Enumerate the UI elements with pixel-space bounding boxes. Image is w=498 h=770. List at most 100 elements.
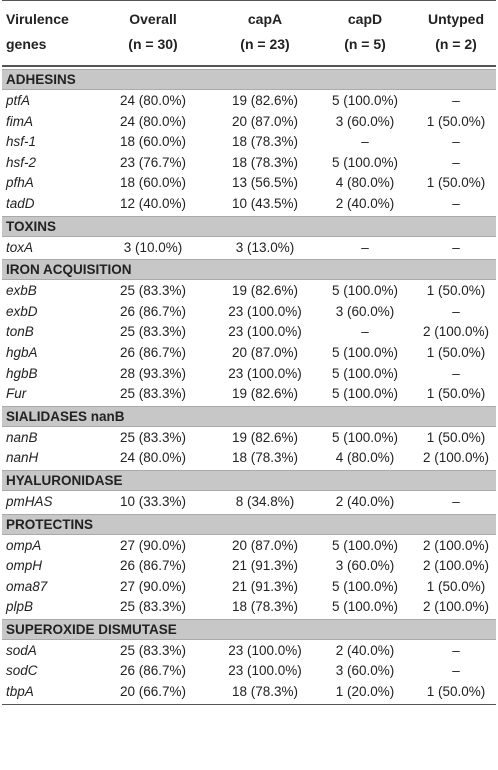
table-row: nanB 25 (83.3%) 19 (82.6%) 5 (100.0%) 1 (50.… xyxy=(2,427,496,448)
untyped-cell: – xyxy=(452,93,460,108)
untyped-cell: 2 (100.0%) xyxy=(422,450,490,466)
capa-cell: 18 (78.3%) xyxy=(231,599,299,615)
capd-cell: 5 (100.0%) xyxy=(331,93,399,108)
table-row: oma87 27 (90.0%) 21 (91.3%) 5 (100.0%) 1 (50… xyxy=(2,576,496,597)
gene-cell: oma87 xyxy=(6,578,48,594)
untyped-cell: – xyxy=(452,642,460,658)
untyped-cell: 2 (100.0%) xyxy=(422,324,490,340)
capd-cell: 5 (100.0%) xyxy=(331,344,399,360)
table-row: plpB 25 (83.3%) 18 (78.3%) 5 (100.0%) 2 (100… xyxy=(2,596,496,617)
capa-cell: 21 (91.3%) xyxy=(231,578,299,594)
gene-cell: ompH xyxy=(6,558,43,574)
gene-cell: plpB xyxy=(6,599,34,615)
section-title: SUPEROXIDE DISMUTASE xyxy=(2,618,496,640)
untyped-cell: – xyxy=(452,303,460,319)
untyped-cell: 1 (50.0%) xyxy=(426,429,486,445)
capa-cell: 18 (78.3%) xyxy=(231,684,299,700)
capd-cell: 5 (100.0%) xyxy=(331,429,399,445)
table-row: hgbB 28 (93.3%) 23 (100.0%) 5 (100.0%) – xyxy=(2,363,496,384)
gene-cell: toxA xyxy=(6,239,34,255)
gene-cell: nanB xyxy=(6,429,38,445)
overall-cell: 25 (83.3%) xyxy=(119,429,187,445)
gene-cell: exbB xyxy=(6,283,37,299)
table-row: nanH 24 (80.0%) 18 (78.3%) 4 (80.0%) 2 (100.… xyxy=(2,447,496,468)
table-row: toxA 3 (10.0%) 3 (13.0%) – – xyxy=(2,237,496,258)
untyped-cell: 2 (100.0%) xyxy=(422,537,490,553)
table-row: exbD 26 (86.7%) 23 (100.0%) 3 (60.0%) – xyxy=(2,301,496,322)
untyped-cell: 2 (100.0%) xyxy=(422,599,490,615)
overall-cell: 26 (86.7%) xyxy=(119,558,187,574)
capd-cell: 5 (100.0%) xyxy=(331,283,399,299)
untyped-cell: 1 (50.0%) xyxy=(426,344,486,360)
capa-cell: 23 (100.0%) xyxy=(228,324,302,340)
capa-cell: 23 (100.0%) xyxy=(228,365,302,381)
untyped-cell: – xyxy=(452,195,460,211)
gene-cell: Fur xyxy=(6,386,27,402)
overall-cell: 23 (76.7%) xyxy=(119,154,187,170)
capd-cell: 3 (60.0%) xyxy=(335,113,395,129)
overall-cell: 25 (83.3%) xyxy=(119,642,187,658)
header-untyped: Untyped (n = 2) xyxy=(428,11,484,52)
gene-cell: fimA xyxy=(6,113,33,129)
capd-cell: 5 (100.0%) xyxy=(331,599,399,615)
table-row: ptfA 24 (80.0%) 19 (82.6%) 5 (100.0%) – xyxy=(2,90,496,111)
untyped-cell: 1 (50.0%) xyxy=(426,684,486,700)
table-row: pmHAS 10 (33.3%) 8 (34.8%) 2 (40.0%) – xyxy=(2,491,496,512)
table-row: fimA 24 (80.0%) 20 (87.0%) 3 (60.0%) 1 (50.0… xyxy=(2,111,496,132)
header-genes: Virulence genes xyxy=(6,11,69,52)
capa-cell: 18 (78.3%) xyxy=(231,154,299,170)
gene-cell: tbpA xyxy=(6,684,34,700)
overall-cell: 25 (83.3%) xyxy=(119,324,187,340)
untyped-cell: 1 (50.0%) xyxy=(426,175,486,191)
capa-cell: 20 (87.0%) xyxy=(231,537,299,553)
capa-cell: 13 (56.5%) xyxy=(231,175,299,191)
overall-cell: 27 (90.0%) xyxy=(119,537,187,553)
capd-cell: 5 (100.0%) xyxy=(331,578,399,594)
capa-cell: 10 (43.5%) xyxy=(231,195,299,211)
gene-cell: sodC xyxy=(6,663,38,679)
capa-cell: 3 (13.0%) xyxy=(235,239,295,255)
table-row: tonB 25 (83.3%) 23 (100.0%) – 2 (100.0%) xyxy=(2,321,496,342)
header-overall: Overall (n = 30) xyxy=(128,11,178,52)
gene-cell: hsf-1 xyxy=(6,134,37,150)
overall-cell: 25 (83.3%) xyxy=(119,386,187,402)
capa-cell: 19 (82.6%) xyxy=(231,429,299,445)
untyped-cell: 1 (50.0%) xyxy=(426,578,486,594)
capd-cell: 5 (100.0%) xyxy=(331,154,399,170)
table-row: tbpA 20 (66.7%) 18 (78.3%) 1 (20.0%) 1 (50.0… xyxy=(2,681,496,702)
section-title: IRON ACQUISITION xyxy=(2,259,496,281)
untyped-cell: 1 (50.0%) xyxy=(426,113,486,129)
table-row: hsf-1 18 (60.0%) 18 (78.3%) – – xyxy=(2,131,496,152)
capa-cell: 20 (87.0%) xyxy=(231,113,299,129)
table-row: tadD 12 (40.0%) 10 (43.5%) 2 (40.0%) – xyxy=(2,193,496,214)
capa-cell: 18 (78.3%) xyxy=(231,134,299,150)
capd-cell: 5 (100.0%) xyxy=(331,365,399,381)
capa-cell: 20 (87.0%) xyxy=(231,344,299,360)
gene-cell: hgbB xyxy=(6,365,38,381)
untyped-cell: – xyxy=(452,154,460,170)
overall-cell: 25 (83.3%) xyxy=(119,599,187,615)
gene-cell: pmHAS xyxy=(6,493,53,509)
capd-cell: 4 (80.0%) xyxy=(335,450,395,466)
capd-cell: 2 (40.0%) xyxy=(335,642,395,658)
table-row: sodA 25 (83.3%) 23 (100.0%) 2 (40.0%) – xyxy=(2,640,496,661)
overall-cell: 26 (86.7%) xyxy=(119,303,187,319)
overall-cell: 24 (80.0%) xyxy=(119,113,187,129)
capd-cell: 1 (20.0%) xyxy=(335,684,395,700)
capd-cell: 3 (60.0%) xyxy=(335,558,395,574)
capa-cell: 23 (100.0%) xyxy=(228,303,302,319)
table-body: ADHESINS ptfA 24 (80.0%) 19 (82.6%) 5 (100.0… xyxy=(2,69,496,702)
overall-cell: 27 (90.0%) xyxy=(119,578,187,594)
capa-cell: 19 (82.6%) xyxy=(231,386,299,402)
overall-cell: 24 (80.0%) xyxy=(119,93,187,108)
untyped-cell: – xyxy=(452,493,460,509)
capd-cell: 2 (40.0%) xyxy=(335,493,395,509)
gene-cell: tonB xyxy=(6,324,34,340)
overall-cell: 3 (10.0%) xyxy=(123,239,183,255)
table-row: exbB 25 (83.3%) 19 (82.6%) 5 (100.0%) 1 (50.… xyxy=(2,280,496,301)
capa-cell: 19 (82.6%) xyxy=(231,283,299,299)
capd-cell: 2 (40.0%) xyxy=(335,195,395,211)
capd-cell: – xyxy=(361,324,369,340)
virulence-genes-table: Virulence genes Overall (n = 30) capA (n… xyxy=(2,0,496,705)
capa-cell: 21 (91.3%) xyxy=(231,558,299,574)
